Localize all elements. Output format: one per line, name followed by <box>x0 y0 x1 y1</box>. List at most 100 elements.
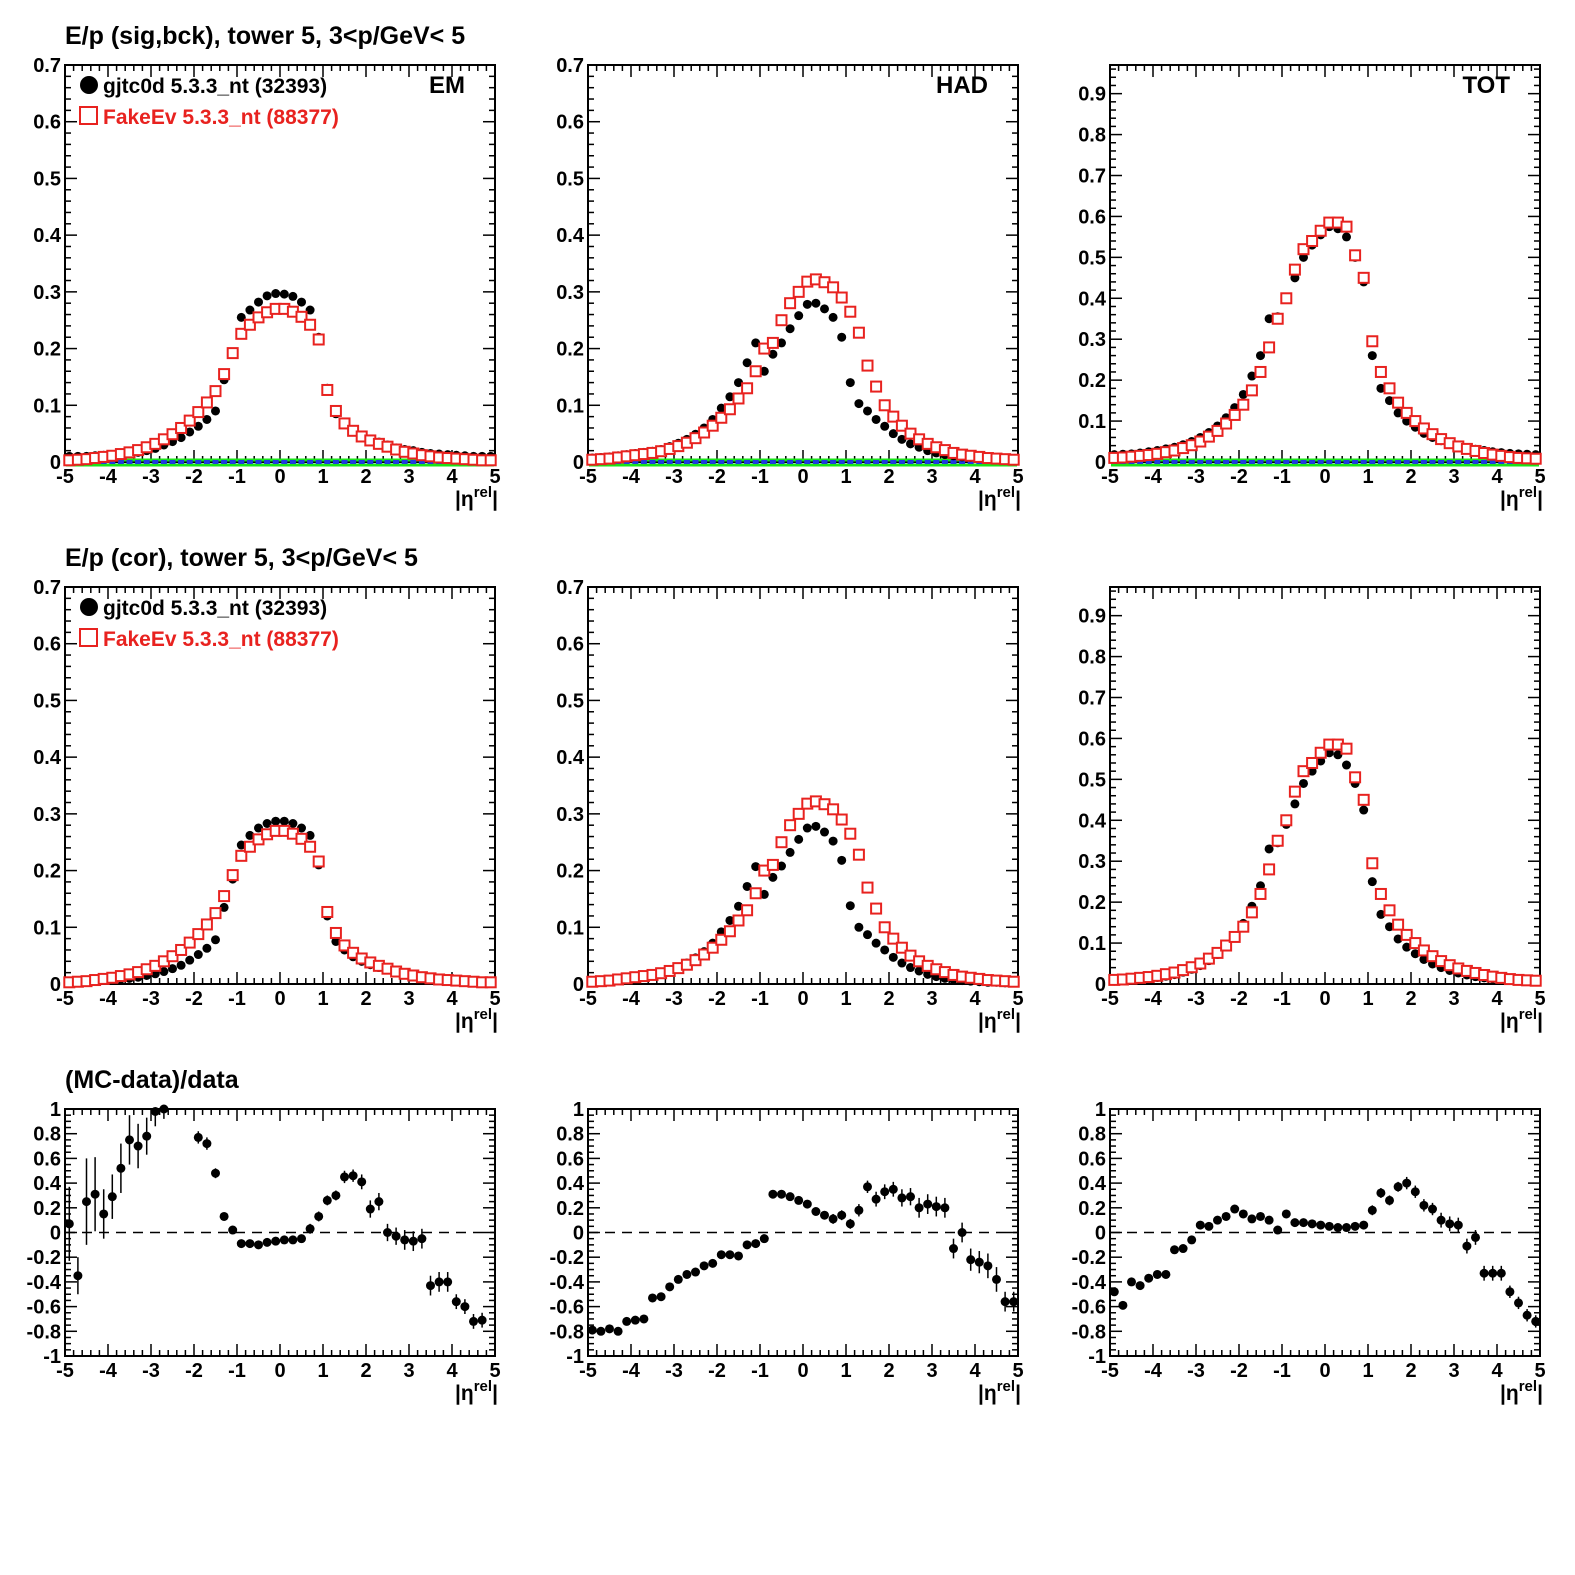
background-point-blue <box>186 460 193 464</box>
data-point <box>1342 232 1351 242</box>
ratio-point <box>1342 1223 1351 1233</box>
y-tick-label: 0.6 <box>1078 1148 1106 1170</box>
mc-point <box>218 368 231 381</box>
mc-point <box>295 310 308 323</box>
y-tick-label: 0.2 <box>556 339 584 361</box>
legend-data-marker <box>80 598 98 616</box>
ratio-point <box>331 1190 341 1200</box>
background-point-blue <box>649 460 656 464</box>
mc-point <box>304 840 317 853</box>
ratio-point <box>1324 1221 1334 1231</box>
background-point-blue <box>1291 460 1298 464</box>
ratio-point <box>279 1235 289 1245</box>
ratio-point <box>400 1235 410 1245</box>
ratio-point <box>983 1261 993 1271</box>
background-point-blue <box>1283 460 1290 464</box>
ratio-point <box>391 1231 401 1241</box>
ratio-point <box>897 1193 907 1203</box>
ratio-point <box>837 1210 847 1220</box>
ratio-point <box>1505 1287 1515 1297</box>
data-point <box>1385 396 1394 406</box>
mc-point <box>887 932 900 945</box>
mc-point <box>723 925 736 938</box>
ratio-point <box>348 1171 358 1181</box>
data-point <box>271 289 281 299</box>
data-point <box>811 298 821 308</box>
x-tick-label: 1 <box>317 466 328 488</box>
row2-title: E/p (cor), tower 5, 3<p/GeV< 5 <box>65 544 418 572</box>
ratio-point <box>656 1292 666 1302</box>
ratio-point <box>228 1225 238 1235</box>
ratio-point <box>863 1182 872 1192</box>
x-tick-label: -5 <box>579 466 597 488</box>
background-point-blue <box>315 460 322 464</box>
background-point-blue <box>298 460 305 464</box>
background-point-blue <box>375 460 382 464</box>
x-tick-label: -4 <box>1144 988 1163 1010</box>
y-tick-label: 0 <box>50 452 61 474</box>
x-axis-label: |ηrel| <box>1500 484 1543 511</box>
x-tick-label: 4 <box>1491 466 1503 488</box>
background-point-blue <box>950 460 957 464</box>
y-tick-label: -0.8 <box>550 1321 584 1343</box>
data-point <box>297 823 306 833</box>
mc-point <box>766 336 779 349</box>
mc-point <box>1220 417 1233 430</box>
ratio-point <box>219 1211 229 1221</box>
ratio-point <box>73 1271 83 1281</box>
background-point-blue <box>1180 460 1187 464</box>
mc-point <box>295 832 308 845</box>
data-point <box>176 960 186 970</box>
ratio-point <box>1402 1178 1412 1188</box>
legend-data-label: gjtc0d 5.3.3_nt (32393) <box>103 75 327 98</box>
background-point-blue <box>178 460 185 464</box>
y-tick-label: 0.1 <box>1078 411 1106 433</box>
background-point-blue <box>1197 460 1204 464</box>
plot-frame <box>1109 64 1541 463</box>
data-point <box>845 901 855 911</box>
mc-point <box>218 890 231 903</box>
mc-point <box>775 314 788 327</box>
background-point-blue <box>890 460 897 464</box>
data-point <box>202 943 212 953</box>
x-tick-label: 0 <box>1319 1360 1330 1382</box>
background-point-blue <box>384 460 391 464</box>
ratio-point <box>682 1269 692 1279</box>
background-point-blue <box>735 460 742 464</box>
data-point <box>219 902 229 912</box>
y-tick-label: 0.2 <box>556 1198 584 1220</box>
row3-title: (MC-data)/data <box>65 1066 240 1094</box>
ratio-point <box>1009 1297 1019 1307</box>
data-point <box>1256 351 1265 361</box>
mc-point <box>1245 906 1258 919</box>
ratio-point <box>906 1192 915 1202</box>
mc-point <box>792 285 805 298</box>
data-point <box>1367 877 1377 887</box>
background-point-blue <box>812 460 819 464</box>
data-point <box>923 969 933 979</box>
mc-point <box>852 848 865 861</box>
ratio-point <box>777 1189 786 1199</box>
mc-point <box>1400 928 1413 941</box>
ratio-point <box>90 1189 100 1199</box>
data-point <box>785 847 795 857</box>
background-point-blue <box>350 460 357 464</box>
ratio-point <box>1496 1268 1506 1278</box>
ratio-point <box>1230 1204 1240 1214</box>
ratio-point <box>1221 1211 1231 1221</box>
x-tick-label: -1 <box>1273 466 1291 488</box>
plot-frame <box>587 64 1019 463</box>
mc-point <box>1349 771 1362 784</box>
ratio-point <box>1118 1300 1128 1310</box>
data-point <box>1385 922 1394 932</box>
ratio-point <box>1000 1297 1010 1307</box>
background-point-blue <box>367 460 374 464</box>
ratio-point <box>949 1244 958 1254</box>
mc-point <box>1211 946 1224 959</box>
x-axis-label: |ηrel| <box>978 1378 1021 1405</box>
background-point-blue <box>847 460 854 464</box>
ratio-point <box>768 1189 778 1199</box>
data-point <box>751 338 761 348</box>
y-tick-label: 0.1 <box>33 395 61 417</box>
background-point-blue <box>1205 460 1212 464</box>
